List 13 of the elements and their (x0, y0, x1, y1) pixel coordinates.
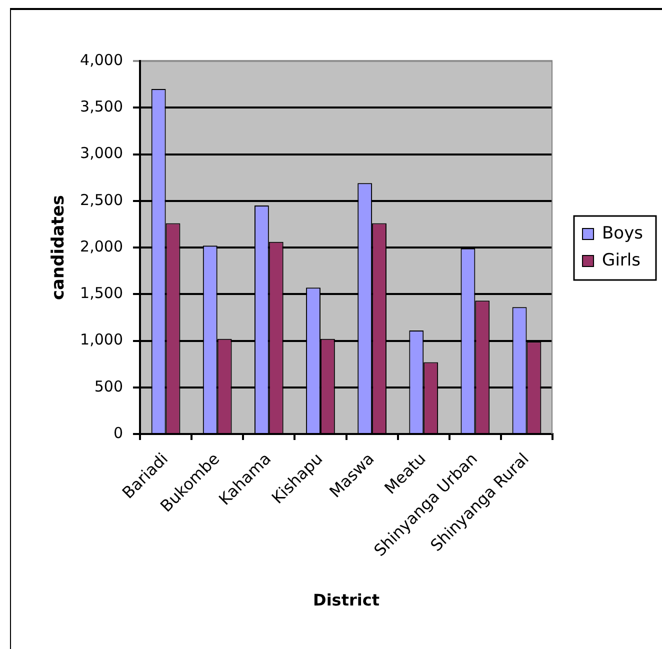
y-tick-label: 3,000 (80, 144, 123, 162)
y-tick-label: 1,500 (80, 284, 123, 302)
y-tick-label: 0 (113, 424, 123, 442)
y-tick-label: 1,000 (80, 330, 123, 349)
x-axis-title: District (313, 590, 380, 610)
y-axis-title: candidates (48, 194, 69, 300)
y-tick-label: 500 (94, 377, 123, 396)
y-tick-label: 2,500 (80, 190, 123, 209)
y-tick-label: 2,000 (80, 237, 123, 256)
y-tick-label: 4,000 (80, 50, 123, 69)
legend-label: Boys (602, 223, 644, 244)
y-tick-label: 3,500 (80, 98, 123, 116)
legend-label: Girls (602, 250, 641, 270)
